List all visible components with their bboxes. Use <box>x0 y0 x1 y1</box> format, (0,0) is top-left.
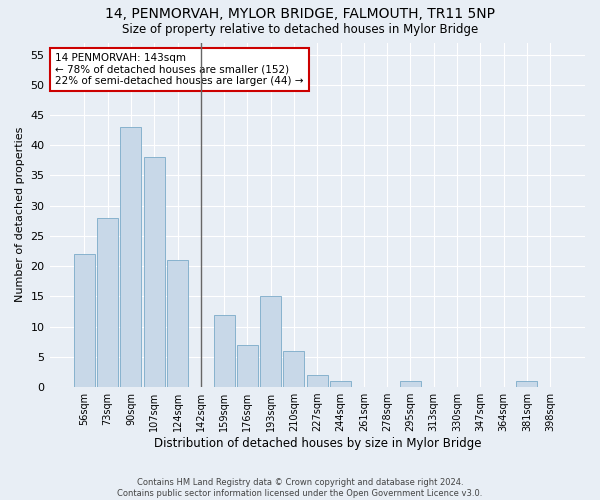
Bar <box>167 260 188 387</box>
X-axis label: Distribution of detached houses by size in Mylor Bridge: Distribution of detached houses by size … <box>154 437 481 450</box>
Bar <box>260 296 281 387</box>
Text: Size of property relative to detached houses in Mylor Bridge: Size of property relative to detached ho… <box>122 22 478 36</box>
Bar <box>214 314 235 387</box>
Bar <box>307 375 328 387</box>
Text: 14 PENMORVAH: 143sqm
← 78% of detached houses are smaller (152)
22% of semi-deta: 14 PENMORVAH: 143sqm ← 78% of detached h… <box>55 53 304 86</box>
Bar <box>97 218 118 387</box>
Y-axis label: Number of detached properties: Number of detached properties <box>15 127 25 302</box>
Bar <box>144 158 165 387</box>
Bar <box>330 381 351 387</box>
Bar <box>283 351 304 387</box>
Bar <box>400 381 421 387</box>
Bar <box>517 381 538 387</box>
Bar <box>121 127 142 387</box>
Text: 14, PENMORVAH, MYLOR BRIDGE, FALMOUTH, TR11 5NP: 14, PENMORVAH, MYLOR BRIDGE, FALMOUTH, T… <box>105 8 495 22</box>
Bar <box>237 345 258 387</box>
Bar <box>74 254 95 387</box>
Text: Contains HM Land Registry data © Crown copyright and database right 2024.
Contai: Contains HM Land Registry data © Crown c… <box>118 478 482 498</box>
